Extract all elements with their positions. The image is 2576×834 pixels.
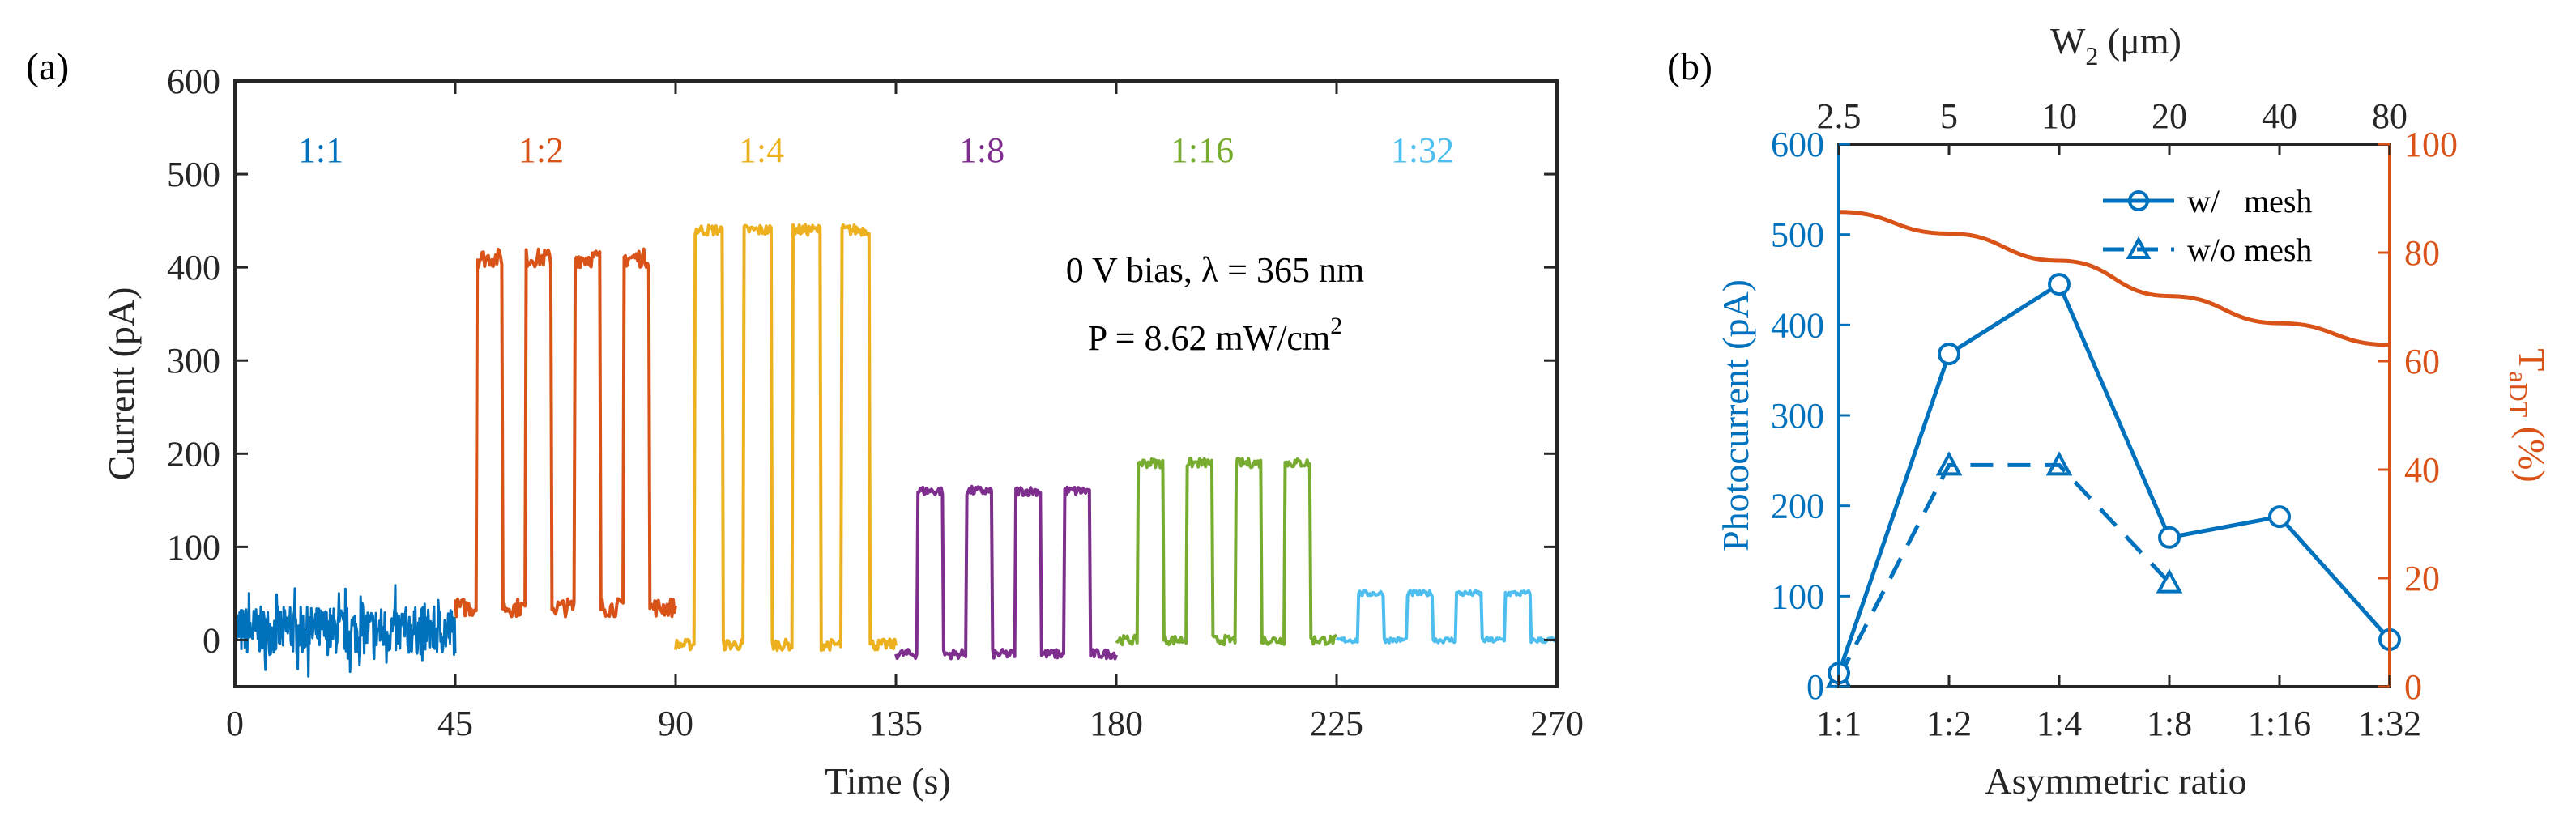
panel-b-left-ylabel: Photocurrent (pA) [1715, 279, 1756, 551]
trace-1-32 [1335, 589, 1558, 645]
left-tick-label: 400 [1771, 305, 1824, 345]
panel-b-legend: w/ mesh w/o mesh [2103, 183, 2312, 268]
legend-label-with-mesh: w/ mesh [2187, 183, 2312, 219]
x-tick-label: 1:1 [1816, 704, 1862, 743]
right-ylabel-subscript: aDT [2504, 371, 2533, 417]
series-label-1-1: 1:1 [298, 130, 343, 170]
top-tick-label: 2.5 [1817, 96, 1862, 136]
without-mesh-point [2156, 568, 2183, 594]
right-tick-label: 80 [2404, 233, 2440, 273]
x-tick-label: 1:2 [1926, 704, 1972, 743]
panel-a-label: (a) [26, 45, 69, 88]
panel-b-label: (b) [1667, 45, 1712, 88]
series-label-1-2: 1:2 [518, 130, 564, 170]
x-tick-label: 1:8 [2147, 704, 2192, 743]
with-mesh-point [2048, 273, 2071, 296]
trace-1-2 [454, 247, 677, 619]
panel-b-x-ticks: 1:1 1:2 1:4 1:8 1:16 1:32 [1816, 675, 2421, 743]
left-tick-label: 200 [1771, 487, 1824, 526]
left-tick-label: 300 [1771, 396, 1824, 436]
trace-1-1 [233, 584, 457, 678]
panel-b-top-ticks: 2.5 5 10 20 40 80 [1817, 96, 2408, 155]
top-xlabel-main: W [2050, 20, 2086, 62]
with-mesh-point [1938, 343, 1960, 366]
left-tick-label: 0 [1806, 667, 1824, 707]
panel-a-ylabel: Current (pA) [100, 287, 142, 481]
top-tick-label: 20 [2152, 96, 2187, 136]
top-tick-label: 10 [2041, 96, 2077, 136]
y-tick-label: 600 [167, 62, 220, 101]
trace-1-4 [674, 223, 898, 653]
right-tick-label: 20 [2404, 559, 2440, 598]
top-tick-label: 40 [2262, 96, 2297, 136]
with-mesh-point [2268, 505, 2291, 529]
series-label-1-4: 1:4 [739, 130, 784, 170]
x-tick-label: 225 [1310, 704, 1363, 743]
without-mesh-line [1836, 462, 2171, 679]
without-mesh-point [1935, 451, 1963, 476]
series-label-1-8: 1:8 [959, 130, 1004, 170]
panel-b-xlabel: Asymmetric ratio [1985, 760, 2246, 802]
x-tick-label: 0 [226, 704, 244, 743]
panel-b-left-ticks: 0 100 200 300 400 500 600 [1771, 125, 1850, 707]
x-tick-label: 135 [869, 704, 923, 743]
right-tick-label: 100 [2404, 125, 2458, 164]
top-xlabel-subscript: 2 [2085, 41, 2098, 70]
y-tick-label: 100 [167, 527, 220, 567]
without-mesh-point [2045, 451, 2073, 476]
annotation-power-text: P = 8.62 mW/cm [1088, 318, 1330, 358]
x-tick-label: 90 [658, 704, 693, 743]
panel-a-annotation-line1: 0 V bias, λ = 365 nm [1066, 250, 1364, 290]
panel-a: (a) 0 45 90 135 180 225 270 0 100 200 300 400 500 60… [26, 45, 1584, 802]
series-label-1-16: 1:16 [1171, 130, 1234, 170]
panel-a-xlabel: Time (s) [825, 760, 951, 802]
x-tick-label: 1:4 [2036, 704, 2082, 743]
panel-b-right-ticks: 0 20 40 60 80 100 [2378, 125, 2458, 707]
panel-a-y-ticks: 0 100 200 300 400 500 600 [167, 62, 1557, 660]
right-tick-label: 0 [2404, 667, 2422, 707]
left-tick-label: 100 [1771, 577, 1824, 616]
with-mesh-line [1836, 281, 2391, 674]
panel-a-annotation-line2: P = 8.62 mW/cm2 [1088, 313, 1342, 358]
y-tick-label: 0 [203, 620, 220, 660]
panel-b-right-ylabel: TaDT (%) [2504, 348, 2553, 482]
panel-b-top-xlabel: W2 (μm) [2050, 20, 2181, 70]
legend-label-without-mesh: w/o mesh [2187, 232, 2312, 268]
x-tick-label: 270 [1530, 704, 1584, 743]
legend-triangle-marker [2126, 236, 2152, 259]
trace-1-16 [1115, 457, 1337, 647]
panel-a-traces [233, 223, 1558, 678]
right-ylabel-main: T [2511, 348, 2553, 371]
x-tick-label: 1:32 [2358, 704, 2421, 743]
y-tick-label: 200 [167, 434, 220, 474]
y-tick-label: 400 [167, 248, 220, 287]
series-label-1-32: 1:32 [1391, 130, 1454, 170]
panel-b-plot [1825, 210, 2401, 688]
with-mesh-point [2158, 526, 2181, 549]
legend-circle-marker [2128, 190, 2149, 211]
left-tick-label: 500 [1771, 215, 1824, 255]
left-tick-label: 600 [1771, 125, 1824, 164]
panel-b: (b) 1:1 1:2 1:4 1:8 1:16 1:32 2.5 5 10 20 40 80 01… [1667, 20, 2553, 802]
panel-a-series-labels: 1:1 1:2 1:4 1:8 1:16 1:32 [298, 130, 1454, 170]
panel-a-x-ticks: 0 45 90 135 180 225 270 [226, 81, 1584, 743]
right-ylabel-unit: (%) [2511, 417, 2553, 482]
right-tick-label: 60 [2404, 342, 2440, 381]
top-tick-label: 5 [1940, 96, 1958, 136]
top-tick-label: 80 [2372, 96, 2408, 136]
y-tick-label: 300 [167, 341, 220, 381]
top-xlabel-unit: (μm) [2098, 20, 2181, 62]
right-tick-label: 40 [2404, 450, 2440, 490]
x-tick-label: 45 [437, 704, 473, 743]
trace-1-8 [894, 484, 1118, 661]
x-tick-label: 1:16 [2248, 704, 2311, 743]
x-tick-label: 180 [1090, 704, 1143, 743]
y-tick-label: 500 [167, 155, 220, 194]
tadt-curve [1838, 210, 2390, 347]
annotation-power-superscript: 2 [1330, 313, 1342, 339]
